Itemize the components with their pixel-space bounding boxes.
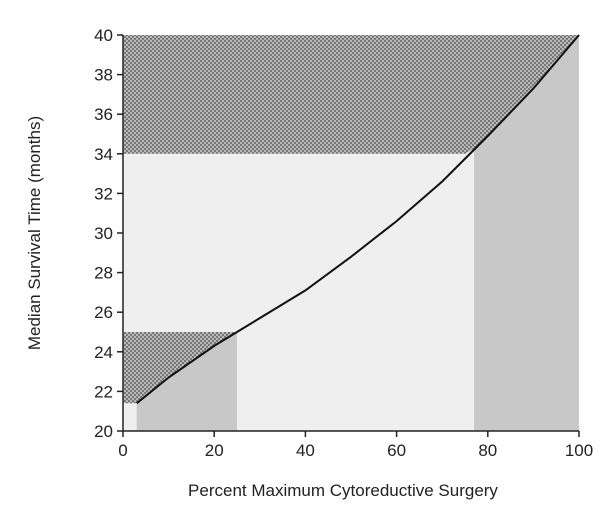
y-tick-label: 38 <box>94 66 113 85</box>
series-line <box>136 34 580 405</box>
x-tick-label: 80 <box>478 441 497 460</box>
y-tick-label: 22 <box>94 382 113 401</box>
gray-region-2 <box>136 332 237 431</box>
x-ticks: 0 20 40 60 80 100 <box>118 431 593 460</box>
y-tick-label: 28 <box>94 264 113 283</box>
y-tick-label: 32 <box>94 184 113 203</box>
y-tick-label: 40 <box>94 26 113 45</box>
y-tick-label: 20 <box>94 422 113 441</box>
y-tick-label: 34 <box>94 145 113 164</box>
y-tick-label: 30 <box>94 224 113 243</box>
y-ticks: 20 22 24 26 28 30 32 34 36 38 40 <box>94 26 123 441</box>
gray-region-3 <box>474 35 579 431</box>
x-tick-label: 0 <box>118 441 127 460</box>
x-tick-label: 40 <box>296 441 315 460</box>
shaded-regions <box>123 35 579 431</box>
y-tick-label: 36 <box>94 105 113 124</box>
x-tick-label: 100 <box>565 441 593 460</box>
y-axis-title: Median Survival Time (months) <box>25 116 44 350</box>
x-tick-label: 20 <box>205 441 224 460</box>
y-tick-label: 26 <box>94 303 113 322</box>
x-tick-label: 60 <box>387 441 406 460</box>
y-tick-label: 24 <box>94 343 113 362</box>
x-axis-title: Percent Maximum Cytoreductive Surgery <box>188 481 498 500</box>
hatched-region-0 <box>123 35 579 154</box>
